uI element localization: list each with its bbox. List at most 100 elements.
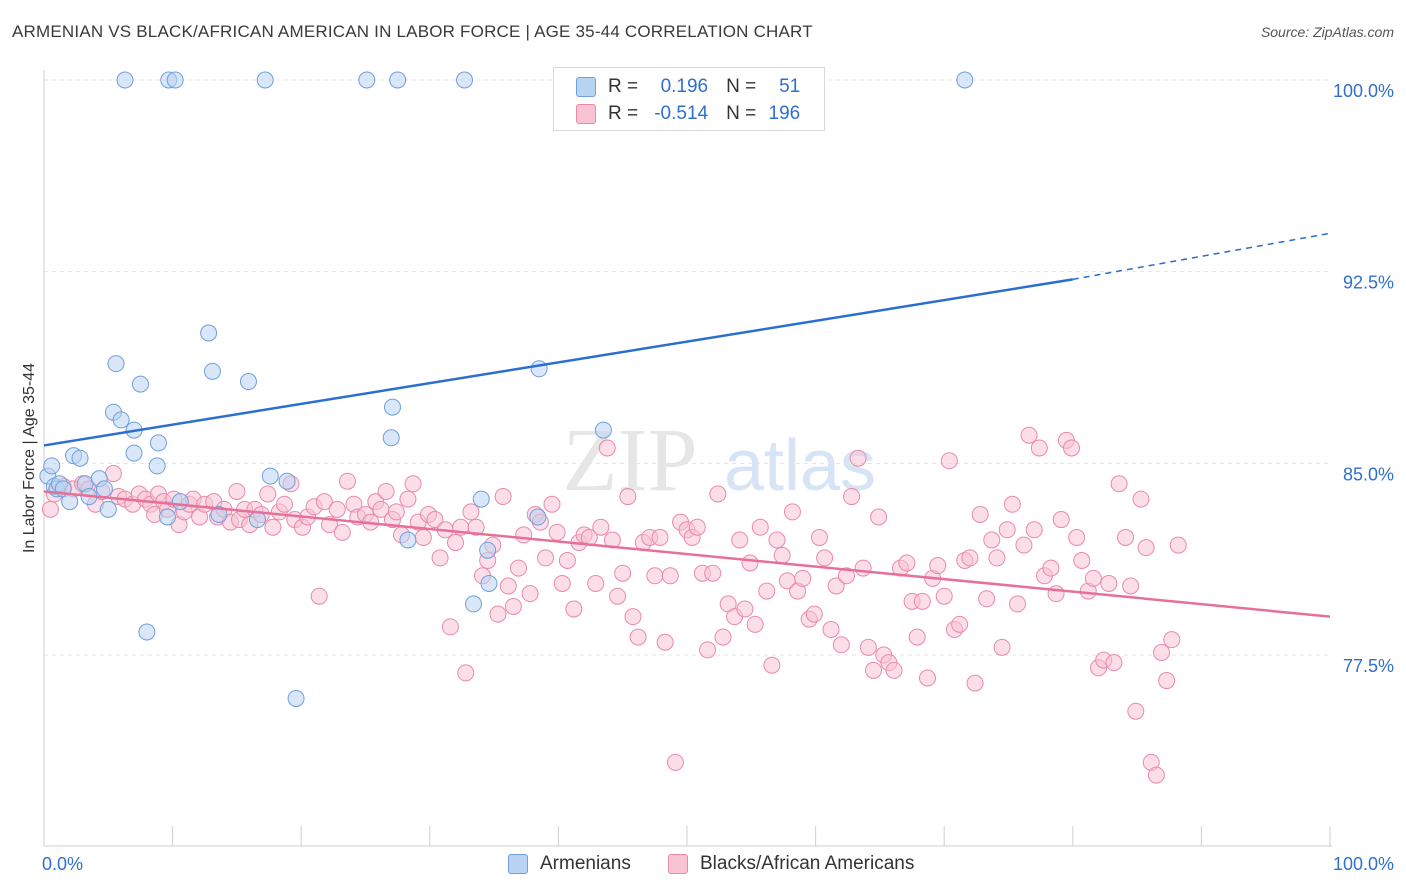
blacks-point [1063,439,1081,457]
armenians-trendline-extension [1072,232,1331,281]
blacks-point [1117,528,1135,546]
blacks-point [1105,654,1123,672]
blacks-point [414,528,432,546]
blacks-point [614,564,632,582]
blacks-point [794,569,812,587]
blacks-point [264,518,282,536]
blacks-point [656,633,674,651]
n-value-armenians: 51 [779,76,801,97]
legend-row-armenians: R = 0.196 N = 51 [576,74,800,100]
chart-title: ARMENIAN VS BLACK/AFRICAN AMERICAN IN LA… [12,22,813,41]
r-value-armenians: 0.196 [660,76,709,97]
blacks-point [499,577,517,595]
blacks-point [462,503,480,521]
blacks-point [387,503,405,521]
blacks-point [714,628,732,646]
armenians-legend-swatch [508,854,528,874]
correlation-legend: R = 0.196 N = 51 R = -0.514 N = 196 [553,67,825,131]
blacks-point [783,503,801,521]
blacks-point [810,528,828,546]
blacks-point [864,661,882,679]
trendlines [43,232,1331,618]
gridlines [44,79,1332,656]
armenians-swatch [576,77,596,97]
blacks-point [338,472,356,490]
axes [43,70,1332,847]
blacks-point [816,549,834,567]
blacks-point [1110,475,1128,493]
armenian-point [95,480,113,498]
armenian-point [131,375,149,393]
r-value-blacks: -0.514 [654,103,709,124]
blacks-point [988,549,1006,567]
n-value-blacks: 196 [768,103,801,124]
blacks-point [328,500,346,518]
armenian-point [529,508,547,526]
blacks-point [592,518,610,536]
blacks-point [521,585,539,603]
blacks-point [1158,672,1176,690]
armenian-point [594,421,612,439]
blacks-point [983,531,1001,549]
blacks-point [377,482,395,500]
blacks-point [1127,702,1145,720]
blacks-point [315,493,333,511]
armenian-point [956,71,974,89]
armenian-point [107,355,125,373]
y-tick-label: 85.0% [1343,464,1394,484]
blacks-point [1073,551,1091,569]
blacks-point [553,574,571,592]
blacks-point [929,557,947,575]
blacks-point [426,511,444,529]
armenian-point [166,71,184,89]
armenian-point [203,362,221,380]
blacks-point [661,567,679,585]
blacks-point [629,628,647,646]
blacks-point [918,669,936,687]
blacks-point [758,582,776,600]
blacks-point [998,521,1016,539]
x-ticks [43,826,1331,846]
blacks-point [494,488,512,506]
blacks-point [1153,643,1171,661]
r-label: R = [608,76,639,97]
blacks-point [598,439,616,457]
blacks-point [1047,585,1065,603]
blacks-point [457,664,475,682]
blacks-point [773,546,791,564]
blacks-point [1009,595,1027,613]
blacks-point [587,574,605,592]
blacks-point [1025,521,1043,539]
blacks-point [1042,559,1060,577]
blacks-point [1169,536,1187,554]
blacks-point [619,488,637,506]
blacks-point [275,495,293,513]
armenian-point [148,457,166,475]
blacks-point [333,523,351,541]
y-axis-label: In Labor Force | Age 35-44 [21,363,38,553]
armenian-point [530,360,548,378]
blacks-point [940,452,958,470]
blacks-point [736,600,754,618]
blacks-point [609,587,627,605]
blacks-point [441,618,459,636]
armenian-point [456,71,474,89]
blacks-point [1163,631,1181,649]
blacks-point [898,554,916,572]
blacks-point [843,488,861,506]
armenian-point [382,429,400,447]
blacks-point [515,526,533,544]
blacks-point [565,600,583,618]
blacks-point [913,592,931,610]
blacks-point [908,628,926,646]
armenian-point [256,71,274,89]
legend-item-armenians: Armenians [508,852,631,876]
blacks-point [543,495,561,513]
blacks-point [447,534,465,552]
blacks-swatch [576,104,596,124]
blacks-point [651,528,669,546]
armenian-point [116,71,134,89]
blacks-point [832,636,850,654]
source-label: Source: ZipAtlas.com [1260,24,1394,40]
blacks-point [699,641,717,659]
